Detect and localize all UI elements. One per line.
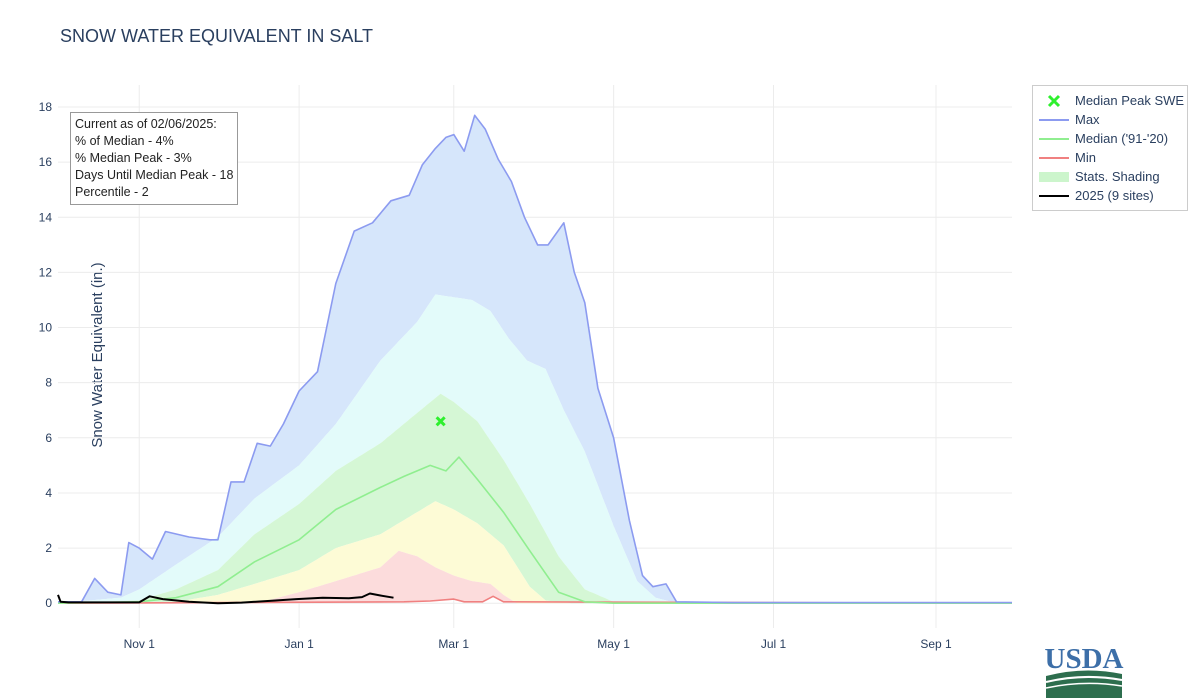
- usda-logo: USDA: [1045, 643, 1124, 698]
- legend-item-max[interactable]: Max: [1033, 110, 1187, 129]
- legend-item-min[interactable]: Min: [1033, 148, 1187, 167]
- band-90th_to_70th: [58, 294, 1012, 604]
- legend-label: Median ('91-'20): [1075, 131, 1169, 146]
- x-tick-label: Jan 1: [284, 637, 314, 651]
- median-line: [57, 456, 1012, 604]
- median-peak-swe-point: [435, 416, 446, 427]
- y-tick-label: 12: [39, 265, 53, 279]
- info-line-days-until-peak: Days Until Median Peak - 18: [75, 168, 234, 182]
- line-swatch-icon: [1039, 119, 1069, 121]
- x-tick-label: Jul 1: [761, 637, 787, 651]
- median-peak-marker: [435, 416, 446, 427]
- legend-label: Max: [1075, 112, 1100, 127]
- line-swatch-icon: [1039, 138, 1069, 140]
- x-marker-icon: [1047, 94, 1061, 108]
- info-line-date: Current as of 02/06/2025:: [75, 117, 217, 131]
- legend-item-median[interactable]: Median ('91-'20): [1033, 129, 1187, 148]
- y-tick-label: 8: [45, 376, 52, 390]
- current-2025-line: [57, 592, 394, 605]
- line-swatch-icon: [1039, 195, 1069, 197]
- x-tick-label: Mar 1: [438, 637, 469, 651]
- info-line-pct-median-peak: % Median Peak - 3%: [75, 151, 192, 165]
- y-tick-label: 16: [39, 155, 53, 169]
- max-line: [58, 114, 1012, 604]
- chart-plot[interactable]: 0 2 4 6 8 10 12 14 16 18 Nov 1 Jan 1 Mar 1 May 1 Jul …: [0, 0, 1030, 680]
- y-tick-label: 14: [39, 210, 53, 224]
- fill-swatch-icon: [1039, 172, 1069, 182]
- legend-label: Stats. Shading: [1075, 169, 1160, 184]
- usda-logo-text: USDA: [1045, 643, 1124, 675]
- y-tick-labels: 0 2 4 6 8 10 12 14 16 18: [39, 100, 53, 610]
- y-tick-label: 10: [39, 321, 53, 335]
- min-line: [57, 595, 1013, 604]
- x-tick-labels: Nov 1 Jan 1 Mar 1 May 1 Jul 1 Sep 1: [124, 637, 952, 651]
- legend-item-shading[interactable]: Stats. Shading: [1033, 167, 1187, 186]
- x-tick-label: Sep 1: [920, 637, 952, 651]
- x-tick-label: Nov 1: [124, 637, 156, 651]
- legend-label: Median Peak SWE: [1075, 93, 1185, 108]
- legend-label: 2025 (9 sites): [1075, 188, 1154, 203]
- info-line-pct-median: % of Median - 4%: [75, 134, 174, 148]
- chart-title: SNOW WATER EQUIVALENT IN SALT: [60, 26, 374, 46]
- x-tick-label: May 1: [597, 637, 630, 651]
- series-lines: [57, 114, 1013, 605]
- band-max_to_90th: [58, 115, 1012, 604]
- y-tick-label: 4: [45, 486, 52, 500]
- y-tick-label: 6: [45, 431, 52, 445]
- y-tick-label: 2: [45, 541, 52, 555]
- line-swatch-icon: [1039, 157, 1069, 159]
- band-70th_to_30th: [58, 393, 1012, 604]
- stats-shading-bands: [58, 115, 1012, 604]
- y-tick-label: 18: [39, 100, 53, 114]
- y-tick-label: 0: [45, 596, 52, 610]
- info-line-percentile: Percentile - 2: [75, 185, 149, 199]
- legend-label: Min: [1075, 150, 1096, 165]
- legend: Median Peak SWE Max Median ('91-'20) Min…: [1032, 85, 1188, 211]
- legend-item-median-peak[interactable]: Median Peak SWE: [1033, 91, 1187, 110]
- current-stats-box: Current as of 02/06/2025: % of Median - …: [70, 112, 239, 205]
- legend-item-2025[interactable]: 2025 (9 sites): [1033, 186, 1187, 205]
- band-30th_to_10th: [58, 501, 1012, 604]
